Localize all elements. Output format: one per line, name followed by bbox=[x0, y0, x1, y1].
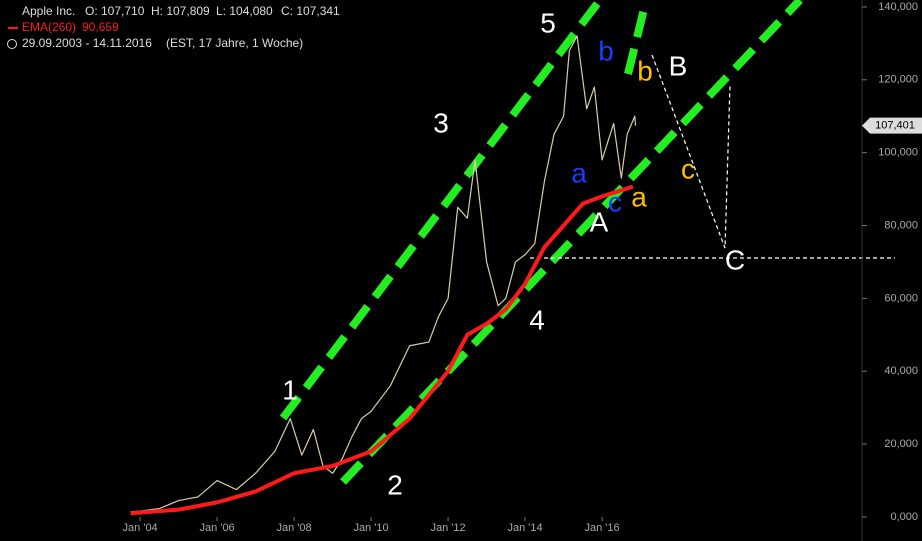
wave-label: C bbox=[725, 244, 745, 275]
lower-channel bbox=[340, 0, 803, 485]
wave-label: B bbox=[669, 50, 688, 81]
date-range: 29.09.2003 - 14.11.2016 bbox=[22, 36, 152, 50]
symbol: Apple Inc. bbox=[22, 4, 75, 18]
x-tick-label: Jan '12 bbox=[431, 522, 466, 534]
last-price-box bbox=[862, 117, 922, 134]
close: C: 107,341 bbox=[281, 4, 340, 18]
wave-label: c bbox=[681, 153, 695, 184]
wave-label: b bbox=[637, 55, 653, 86]
upper-channel bbox=[279, 0, 604, 421]
y-tick-label: 80,000 bbox=[884, 219, 918, 231]
low: L: 104,080 bbox=[216, 4, 273, 18]
clock-icon bbox=[7, 39, 17, 49]
y-tick-label: 120,000 bbox=[878, 74, 918, 86]
y-tick-label: 40,000 bbox=[884, 365, 918, 377]
wave-label: c bbox=[608, 186, 622, 217]
open: O: 107,710 bbox=[85, 4, 145, 18]
last-price-label: 107,401 bbox=[875, 120, 915, 132]
wave-label: A bbox=[590, 206, 609, 237]
high: H: 107,809 bbox=[151, 4, 210, 18]
x-tick-label: Jan '14 bbox=[508, 522, 543, 534]
ema-value: 90,659 bbox=[82, 20, 119, 34]
x-tick-label: Jan '16 bbox=[585, 522, 620, 534]
wave-label: 5 bbox=[540, 7, 556, 38]
wave-label: 4 bbox=[529, 304, 545, 335]
short-line bbox=[624, 4, 649, 75]
x-tick-label: Jan '04 bbox=[123, 522, 158, 534]
y-tick-label: 60,000 bbox=[884, 292, 918, 304]
ema-line bbox=[130, 184, 634, 516]
wave-label: 1 bbox=[282, 374, 298, 405]
projection-path bbox=[651, 54, 731, 249]
x-tick-label: Jan '10 bbox=[354, 522, 389, 534]
projection bbox=[530, 54, 895, 259]
wave-label: a bbox=[571, 157, 587, 188]
plot bbox=[130, 35, 637, 516]
settings: (EST, 17 Jahre, 1 Woche) bbox=[166, 36, 303, 50]
price-line bbox=[130, 35, 637, 513]
y-tick-label: 20,000 bbox=[884, 438, 918, 450]
y-tick-label: 100,000 bbox=[878, 147, 918, 159]
wave-label: a bbox=[631, 181, 647, 212]
trend-lines bbox=[279, 0, 803, 485]
wave-label: 3 bbox=[433, 107, 449, 138]
wave-label: b bbox=[598, 35, 614, 66]
x-tick-label: Jan '08 bbox=[277, 522, 312, 534]
y-tick-label: 0,000 bbox=[890, 511, 918, 523]
y-tick-label: 140,000 bbox=[878, 1, 918, 13]
x-tick-label: Jan '06 bbox=[200, 522, 235, 534]
wave-label: 2 bbox=[387, 469, 403, 500]
ema-name: EMA(260) bbox=[22, 20, 76, 34]
